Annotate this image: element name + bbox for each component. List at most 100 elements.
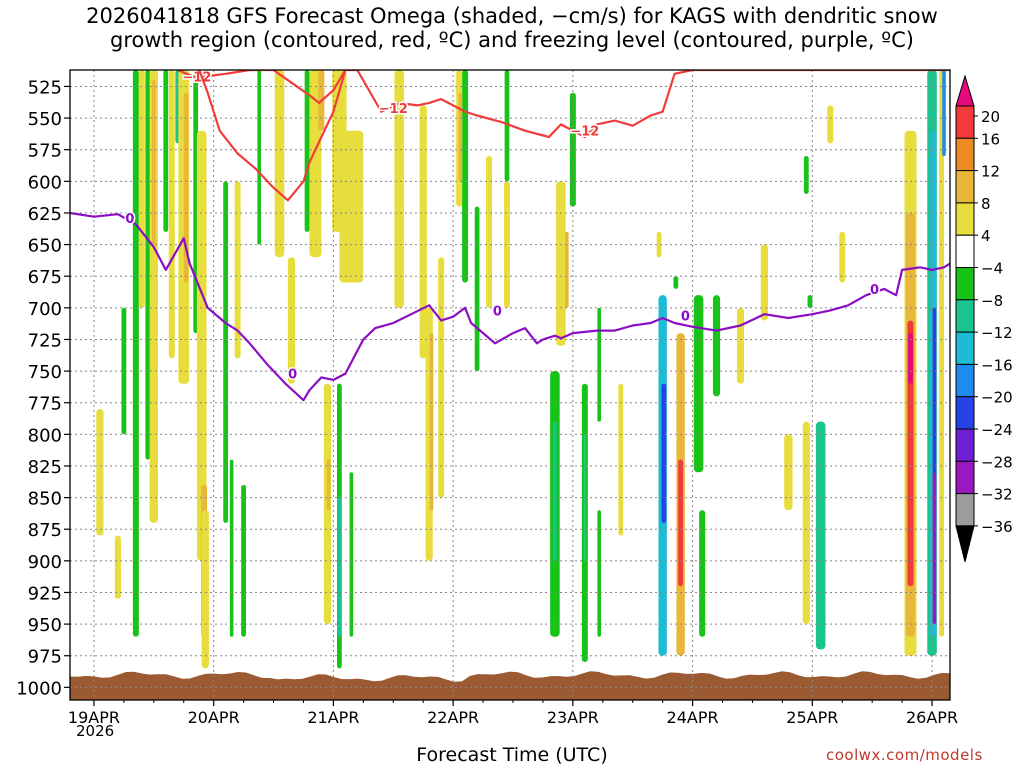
colorbar-segment-2 <box>955 170 975 204</box>
colorbar-label-8: −16 <box>981 356 1013 374</box>
omega-cell-23apr-yellow-a <box>556 181 566 346</box>
omega-cell-24apr-red <box>678 459 684 587</box>
omega-cell-23apr-orange-a <box>565 231 569 308</box>
y-tick-label-875: 875 <box>28 520 62 541</box>
contour-line-1 <box>177 70 950 139</box>
omega-cell-20apr-green-f <box>304 70 310 232</box>
contour-label-1-2: −12 <box>570 125 599 140</box>
y-tick-label-575: 575 <box>28 141 62 162</box>
colorbar-label-10: −24 <box>981 421 1013 439</box>
credit-link[interactable]: coolwx.com/models <box>826 746 983 764</box>
omega-cell-24apr-green-c <box>712 295 721 397</box>
omega-cell-25apr-yellow-e <box>827 105 834 144</box>
colorbar-segment-5 <box>955 267 975 301</box>
omega-cell-23apr-green-d <box>597 307 601 422</box>
omega-cell-19apr-column <box>132 70 139 637</box>
colorbar-label-9: −20 <box>981 389 1013 407</box>
x-tick-label-22APR: 22APR <box>427 708 479 727</box>
y-tick-label-850: 850 <box>28 489 62 510</box>
omega-cell-23apr-green-b <box>569 92 576 207</box>
x-tick-label-21APR: 21APR <box>307 708 359 727</box>
omega-cell-19apr-yellow-3 <box>168 70 175 359</box>
x-axis-label: Forecast Time (UTC) <box>416 744 608 766</box>
omega-cell-22apr-yellow-d <box>438 257 445 498</box>
y-tick-label-650: 650 <box>28 236 62 257</box>
omega-cell-19apr-green-3 <box>163 70 169 232</box>
x-tick-label-24APR: 24APR <box>667 708 719 727</box>
x-tick-label-25APR: 25APR <box>786 708 838 727</box>
colorbar-label-11: −28 <box>981 453 1013 471</box>
contour-label-1-1: −12 <box>379 102 408 117</box>
colorbar-top-arrow <box>955 74 975 107</box>
colorbar-label-2: 12 <box>981 163 1000 181</box>
omega-cell-20apr-green-e <box>257 70 261 245</box>
omega-cell-22apr-yellow-b <box>419 105 427 359</box>
x-tick-label-26APR: 26APR <box>906 708 958 727</box>
omega-cell-20apr-yellow-d <box>234 181 241 359</box>
omega-cell-26apr-magenta <box>908 333 913 384</box>
y-tick-label-950: 950 <box>28 615 62 636</box>
colorbar-segment-10 <box>955 428 975 462</box>
omega-cell-24apr-green-d <box>699 510 706 637</box>
colorbar-label-5: −4 <box>981 260 1003 278</box>
contour-line-2 <box>198 70 347 202</box>
x-tick-label-19APR: 19APR <box>68 708 120 727</box>
contour-label-1-0: −12 <box>182 70 211 85</box>
omega-cell-24apr-yellow <box>656 231 662 258</box>
omega-cell-20apr-yellow-f <box>287 257 296 384</box>
omega-cell-25apr-green-b <box>803 156 809 194</box>
omega-cell-20apr-yellow-c <box>201 510 209 669</box>
contour-line-0 <box>70 211 950 402</box>
omega-cell-20apr-green-b <box>223 181 229 523</box>
omega-cell-20apr-green-d <box>229 459 234 637</box>
omega-cell-22apr-orange-e <box>458 92 463 182</box>
colorbar-segment-9 <box>955 396 975 430</box>
y-tick-label-925: 925 <box>28 583 62 604</box>
y-tick-label-1000: 1000 <box>16 678 62 699</box>
x-tick-label-20APR: 20APR <box>188 708 240 727</box>
omega-cell-25apr-green-a <box>807 295 813 308</box>
contour-label-0-1: 0 <box>288 368 297 383</box>
omega-cell-19apr-yellow-low <box>96 409 104 536</box>
omega-cell-21apr-green-h <box>349 472 354 637</box>
omega-cell-19apr-green-2 <box>145 70 151 460</box>
colorbar-bottom-arrow <box>955 525 975 563</box>
year-label: 2026 <box>76 722 115 740</box>
colorbar-label-7: −12 <box>981 324 1013 342</box>
omega-cell-26apr-purple <box>932 472 937 625</box>
omega-cell-23apr-green-e <box>597 510 601 637</box>
omega-cell-22apr-yellow-f <box>486 156 493 308</box>
grid-lines <box>70 70 950 700</box>
colorbar: 20 16 12 8 4 −4 −8 −12 −16 −20 −24 −28 −32 −36 <box>955 74 1013 563</box>
colorbar-label-12: −32 <box>981 486 1013 504</box>
y-tick-label-975: 975 <box>28 647 62 668</box>
omega-cell-26apr-red <box>907 320 914 587</box>
omega-cell-25apr-cyan <box>815 421 826 650</box>
colorbar-segment-0 <box>955 105 975 139</box>
y-tick-label-775: 775 <box>28 394 62 415</box>
colorbar-segment-4 <box>955 234 975 268</box>
omega-cell-24apr-green-b <box>693 295 704 473</box>
chart-title: 2026041818 GFS Forecast Omega (shaded, −… <box>0 4 1024 52</box>
omega-cell-20apr-orange-a <box>183 92 189 283</box>
y-tick-label-525: 525 <box>28 77 62 98</box>
chart-title-line-1: 2026041818 GFS Forecast Omega (shaded, −… <box>86 4 938 28</box>
x-tick-label-23APR: 23APR <box>547 708 599 727</box>
contour-lines: 0 0 0 0 0 −12 −12 −12 <box>70 70 950 402</box>
y-axis: 525 550 575 600 625 650 675 700 725 750 775 800 825 8… <box>16 77 70 699</box>
colorbar-label-3: 8 <box>981 195 991 213</box>
colorbar-segment-1 <box>955 137 975 172</box>
omega-cell-22apr-orange-c <box>429 333 434 511</box>
omega-cell-25apr-yellow-c <box>802 421 810 625</box>
colorbar-segment-11 <box>955 460 975 495</box>
omega-cell-19apr-yellow-1 <box>114 535 121 599</box>
omega-cell-21apr-orange-d <box>326 459 331 511</box>
y-tick-label-550: 550 <box>28 109 62 130</box>
omega-cell-23apr-yellow-b <box>618 383 624 536</box>
colorbar-segment-8 <box>955 363 975 398</box>
colorbar-segment-7 <box>955 331 975 365</box>
omega-cell-21apr-yellow-c <box>339 130 364 283</box>
colorbar-label-0: 20 <box>981 108 1000 126</box>
y-tick-label-600: 600 <box>28 172 62 193</box>
